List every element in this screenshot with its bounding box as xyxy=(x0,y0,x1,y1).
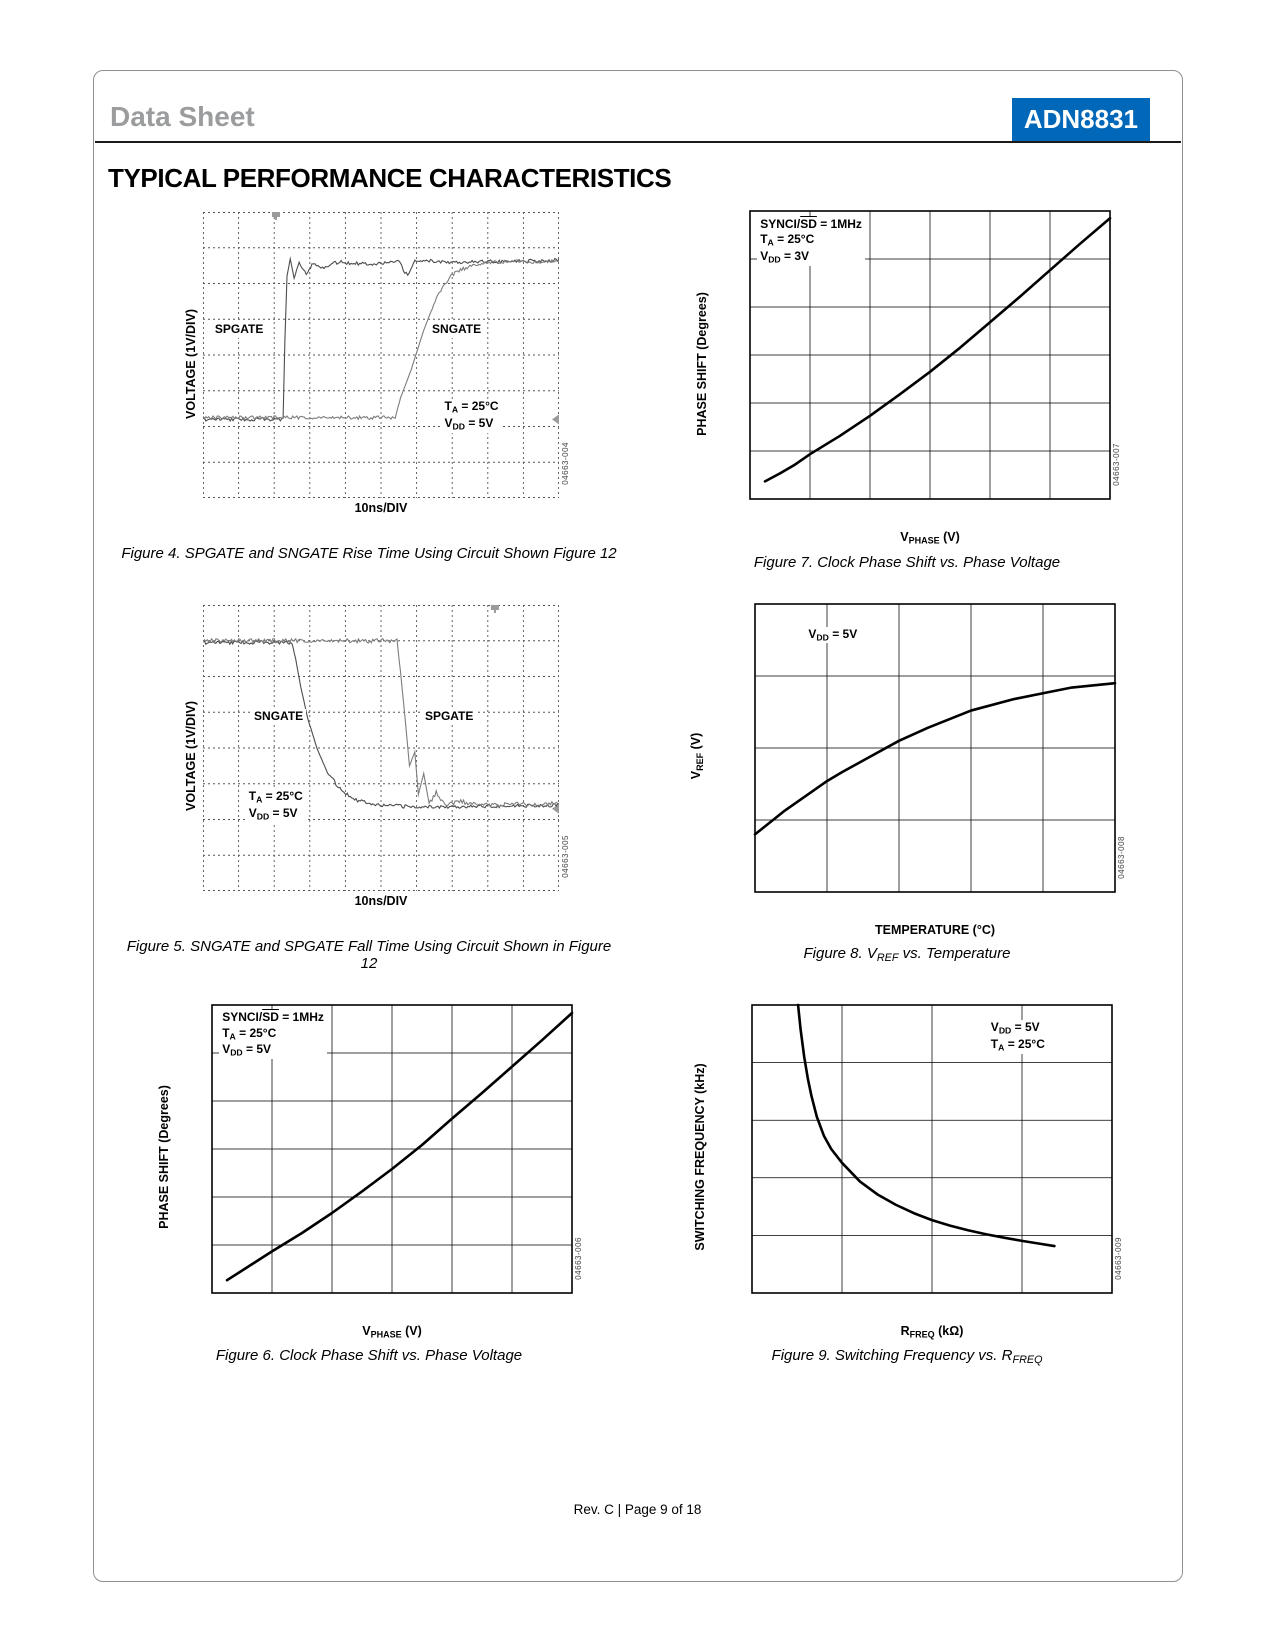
y-axis-label-area: SWITCHING FREQUENCY (kHz) xyxy=(688,996,712,1340)
chart-canvas xyxy=(712,995,1126,1321)
chart-canvas xyxy=(203,604,559,891)
chart-canvas xyxy=(202,212,559,498)
y-axis-label-area: VOLTAGE (1V/DIV) xyxy=(179,605,203,908)
y-axis-label-area: PHASE SHIFT (Degrees) xyxy=(690,202,714,546)
figure-code: 04663-006 xyxy=(574,1236,583,1280)
x-axis-label: 10ns/DIV xyxy=(354,893,408,908)
part-number-badge: ADN8831 xyxy=(1011,98,1150,141)
figure-caption: Figure 8. VREF vs. Temperature xyxy=(803,944,1011,964)
figure-caption: Figure 4. SPGATE and SNGATE Rise Time Us… xyxy=(121,545,617,562)
x-axis-label: VPHASE (V) xyxy=(362,1323,422,1340)
y-axis-label-area: VREF (V) xyxy=(685,595,709,937)
x-axis-label: 10ns/DIV xyxy=(354,501,408,515)
figure-body: VOLTAGE (1V/DIV) SPGATE SNGATE TA = 25°C VD… xyxy=(179,212,570,515)
plot-area: SPGATE SNGATE TA = 25°C VDD = 5V 04663-004 … xyxy=(202,212,570,515)
x-axis-label: RFREQ (kΩ) xyxy=(900,1323,964,1340)
figure-9: SWITCHING FREQUENCY (kHz) VDD = 5V TA = 2… xyxy=(688,995,1126,1367)
y-axis-label: VREF (V) xyxy=(689,732,705,779)
figure-code: 04663-005 xyxy=(561,834,570,878)
figure-caption: Figure 5. SNGATE and SPGATE Fall Time Us… xyxy=(126,937,612,972)
page-frame: Data Sheet ADN8831 TYPICAL PERFORMANCE C… xyxy=(93,70,1183,1582)
figures-grid: VOLTAGE (1V/DIV) SPGATE SNGATE TA = 25°C VD… xyxy=(94,202,1182,1366)
figure-body: PHASE SHIFT (Degrees) SYNCI/SD = 1MHz TA … xyxy=(152,995,586,1340)
plot-area: VDD = 5V 04663-008 TEMPERATURE (°C) xyxy=(709,594,1129,937)
chart-canvas xyxy=(714,202,1124,527)
figure-code: 04663-007 xyxy=(1112,443,1121,486)
x-axis-label: TEMPERATURE (°C) xyxy=(874,922,996,937)
figure-6: PHASE SHIFT (Degrees) SYNCI/SD = 1MHz TA … xyxy=(152,995,586,1367)
plot-area: SYNCI/SD = 1MHz TA = 25°C VDD = 5V 04663-0… xyxy=(176,995,586,1340)
figure-code: 04663-004 xyxy=(560,442,570,485)
figure-code: 04663-009 xyxy=(1114,1236,1123,1280)
plot-area: SNGATE SPGATE TA = 25°C VDD = 5V 04663-005 … xyxy=(203,604,570,908)
figure-7: PHASE SHIFT (Degrees) SYNCI/SD = 1MHz TA … xyxy=(690,202,1124,571)
y-axis-label: VOLTAGE (1V/DIV) xyxy=(183,308,198,419)
y-axis-label-area: VOLTAGE (1V/DIV) xyxy=(179,212,203,515)
y-axis-label: SWITCHING FREQUENCY (kHz) xyxy=(693,1063,707,1251)
figure-body: VREF (V) VDD = 5V 04663-008 TEMPERATURE … xyxy=(685,594,1129,937)
figure-body: PHASE SHIFT (Degrees) SYNCI/SD = 1MHz TA … xyxy=(690,202,1124,546)
page-header: Data Sheet ADN8831 xyxy=(94,71,1182,141)
doc-type-label: Data Sheet xyxy=(110,101,255,132)
figure-caption: Figure 6. Clock Phase Shift vs. Phase Vo… xyxy=(215,1347,523,1365)
figure-5: VOLTAGE (1V/DIV) SNGATE SPGATE TA = 25°C VD… xyxy=(119,595,619,972)
plot-area: VDD = 5V TA = 25°C 04663-009 RFREQ (kΩ) xyxy=(712,995,1126,1340)
figure-body: SWITCHING FREQUENCY (kHz) VDD = 5V TA = 2… xyxy=(688,995,1126,1340)
figure-caption: Figure 7. Clock Phase Shift vs. Phase Vo… xyxy=(753,553,1061,571)
y-axis-label: PHASE SHIFT (Degrees) xyxy=(695,291,709,436)
y-axis-label-area: PHASE SHIFT (Degrees) xyxy=(152,996,176,1340)
section-title: TYPICAL PERFORMANCE CHARACTERISTICS xyxy=(108,163,672,193)
header-divider xyxy=(95,141,1181,143)
x-axis-label: VPHASE (V) xyxy=(900,530,960,546)
chart-canvas xyxy=(709,594,1129,920)
chart-canvas xyxy=(176,995,586,1321)
y-axis-label: VOLTAGE (1V/DIV) xyxy=(184,701,198,811)
figure-code: 04663-008 xyxy=(1117,835,1126,879)
figure-8: VREF (V) VDD = 5V 04663-008 TEMPERATURE … xyxy=(685,594,1129,972)
y-axis-label: PHASE SHIFT (Degrees) xyxy=(157,1085,171,1230)
figure-4: VOLTAGE (1V/DIV) SPGATE SNGATE TA = 25°C VD… xyxy=(121,202,617,571)
figure-body: VOLTAGE (1V/DIV) SNGATE SPGATE TA = 25°C VD… xyxy=(179,604,570,908)
figure-caption: Figure 9. Switching Frequency vs. RFREQ xyxy=(771,1347,1043,1367)
plot-area: SYNCI/SD = 1MHz TA = 25°C VDD = 3V 04663-0… xyxy=(714,202,1124,546)
page-footer: Rev. C | Page 9 of 18 xyxy=(573,1502,702,1517)
